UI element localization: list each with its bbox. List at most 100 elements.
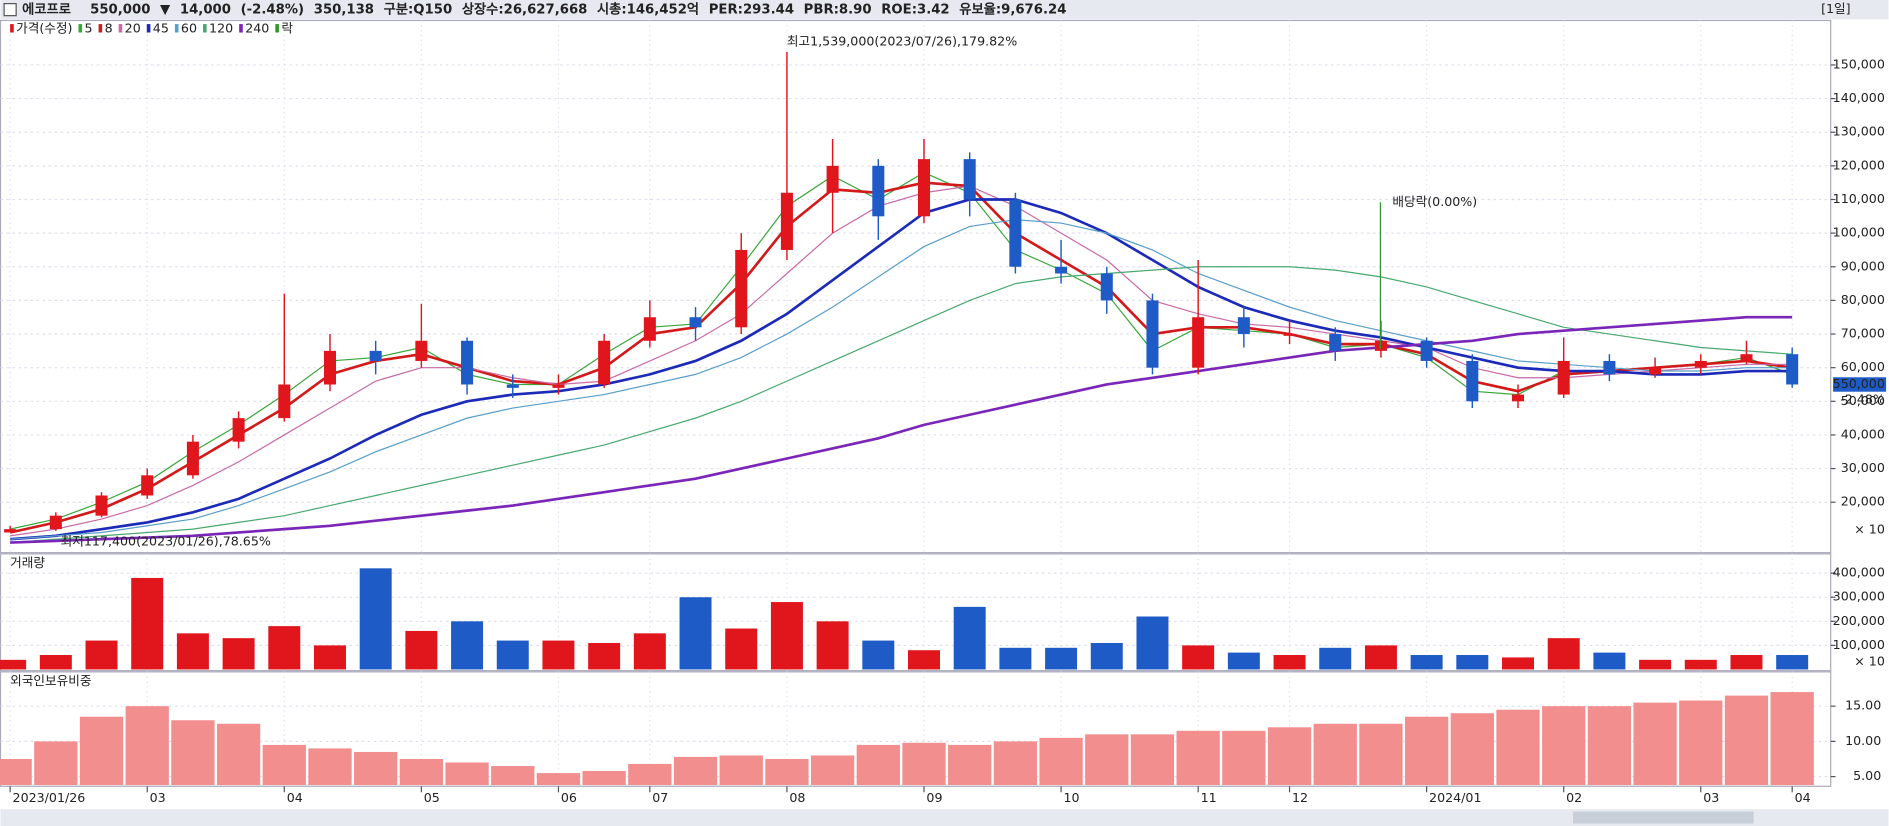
volume-bar (1090, 642, 1123, 670)
y-tick-label: 20,000 (1841, 494, 1885, 509)
volume-bar (1182, 645, 1215, 670)
legend-label: 가격(수정) (16, 20, 72, 35)
y-tick-label: 300,000 (1833, 589, 1885, 604)
y-tick-label: 40,000 (1841, 426, 1885, 441)
header-item: 시총:146,452억 (597, 2, 699, 18)
candle-body (506, 384, 519, 388)
legend-label: 60 (181, 20, 197, 35)
header-item: 350,138 (314, 3, 374, 18)
volume-bar (862, 640, 895, 670)
candle-body (49, 515, 62, 530)
legend-swatch (98, 24, 103, 33)
foreign-bar (308, 748, 352, 786)
volume-bar (405, 630, 438, 670)
moving-average (10, 185, 1793, 537)
header-item: ROE:3.42 (881, 3, 949, 18)
volume-bar (1547, 638, 1580, 670)
candle-body (369, 350, 382, 361)
moving-average (10, 266, 1793, 544)
candle-body (780, 192, 793, 250)
foreign-bar (719, 755, 763, 786)
volume-bar (1730, 655, 1763, 670)
volume-bar (1502, 657, 1535, 670)
foreign-bar (765, 758, 809, 786)
y-tick-label: 200,000 (1833, 613, 1885, 628)
foreign-bar (1724, 695, 1769, 786)
foreign-bar (1770, 692, 1814, 786)
volume-bar (953, 606, 986, 670)
candle-body (735, 249, 748, 328)
x-tick-label: 12 (1292, 790, 1308, 805)
volume-bar (176, 633, 209, 670)
foreign-bar (1130, 734, 1175, 786)
foreign-bar (34, 741, 78, 786)
legend-label: 240 (245, 20, 269, 35)
volume-bar (1136, 616, 1169, 670)
moving-average (9, 181, 1793, 534)
legend-label: 5 (85, 20, 93, 35)
volume-bar (1456, 655, 1489, 670)
y-tick-label: 80,000 (1841, 292, 1885, 307)
header-icon[interactable] (3, 3, 17, 17)
header-bar (0, 0, 1889, 20)
foreign-bar (1085, 734, 1129, 786)
foreign-bar (1222, 730, 1266, 786)
volume-bar (451, 621, 484, 670)
header-item: PER:293.44 (709, 3, 794, 18)
x-tick-label: 10 (1063, 790, 1079, 805)
candle-body (415, 340, 428, 361)
plot: 20,000 30,000 40,000 50,000 60,000 70,000 80,0… (0, 20, 1887, 805)
foreign-bar (1359, 723, 1403, 786)
volume-bar (542, 640, 575, 670)
legend-swatch (10, 24, 14, 33)
header: 에코프로 550,000 ▼ 14,000 (-2.48%) 350,138 구분:Q150… (22, 1, 1066, 18)
candle-body (917, 159, 931, 217)
y-tick-label: 130,000 (1833, 124, 1885, 139)
candle-body (323, 350, 337, 385)
y-tick-label: 100,000 (1833, 225, 1885, 240)
panel-title: 외국인보유비중 (10, 673, 91, 688)
candle-body (95, 495, 108, 516)
candle-body (1192, 317, 1205, 368)
volume-bar (496, 640, 529, 670)
header-item: 구분:Q150 (384, 2, 453, 18)
candle-body (1557, 360, 1570, 395)
scroll-thumb[interactable] (1573, 811, 1754, 824)
foreign-bar (491, 766, 535, 786)
foreign-bar (1039, 737, 1083, 786)
candle-body (1329, 334, 1342, 351)
legend-swatch (275, 24, 279, 33)
x-tick-label: 07 (652, 790, 668, 805)
candle-body (1237, 317, 1250, 335)
y-tick-label: 150,000 (1833, 56, 1885, 71)
moving-average (10, 198, 1793, 541)
price-panel (0, 19, 1832, 554)
candle-body (1603, 360, 1616, 375)
volume-bar (816, 621, 849, 670)
y-tick-label: 70,000 (1841, 326, 1885, 341)
candle-body (598, 340, 611, 385)
period-label[interactable]: [1일] (1821, 1, 1851, 16)
moving-average (10, 219, 1793, 540)
foreign-bar (79, 716, 124, 786)
foreign-bar (1679, 700, 1723, 786)
header-item: 14,000 (180, 3, 231, 18)
last-price-label: 550,000 (1833, 376, 1885, 391)
foreign-bar (948, 744, 992, 786)
y-tick-label: 90,000 (1841, 258, 1885, 273)
x-tick-label: 09 (926, 790, 942, 805)
high-annotation: 최고1,539,000(2023/07/26),179.82% (787, 34, 1017, 49)
volume-bar (1227, 652, 1260, 670)
scale-note: × 10 (1854, 521, 1885, 536)
legend-swatch (78, 24, 83, 33)
x-tick-label: 04 (1795, 790, 1811, 805)
scroll-bar[interactable] (0, 809, 1889, 826)
y-tick-label: 30,000 (1841, 460, 1885, 475)
foreign-bar (628, 763, 672, 786)
volume-bar (1776, 655, 1809, 670)
y-tick-label: 15.00 (1845, 698, 1881, 713)
volume-bar (268, 626, 301, 670)
ex-dividend-annotation: 배당락(0.00%) (1392, 194, 1477, 209)
